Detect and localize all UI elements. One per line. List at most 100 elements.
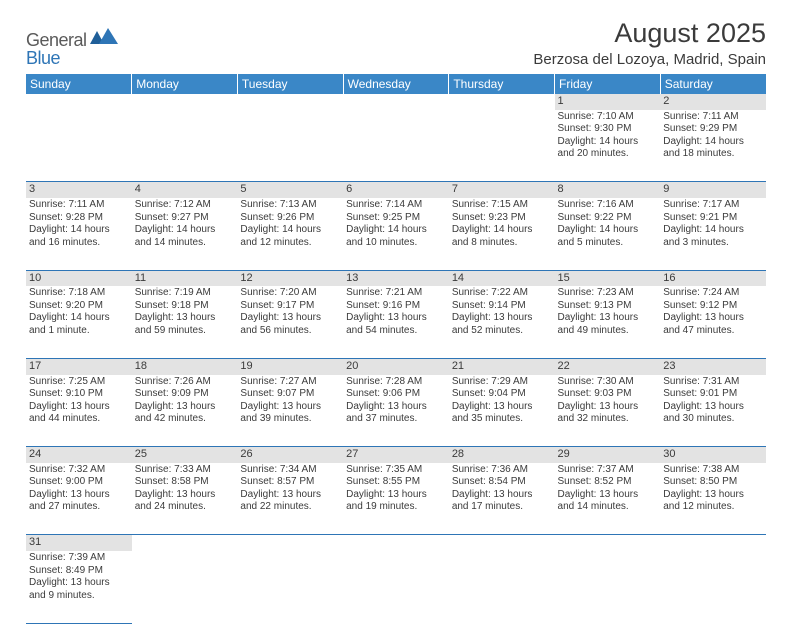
- day-detail-cell: Sunrise: 7:29 AMSunset: 9:04 PMDaylight:…: [449, 375, 555, 447]
- sunrise-text: Sunrise: 7:22 AM: [452, 287, 552, 300]
- sunset-text: Sunset: 9:29 PM: [663, 123, 763, 136]
- daylight-text-1: Daylight: 14 hours: [558, 136, 658, 149]
- sunset-text: Sunset: 8:49 PM: [29, 565, 129, 578]
- day-detail-cell: Sunrise: 7:12 AMSunset: 9:27 PMDaylight:…: [132, 198, 238, 270]
- daylight-text-1: Daylight: 13 hours: [558, 401, 658, 414]
- day-detail-cell: Sunrise: 7:33 AMSunset: 8:58 PMDaylight:…: [132, 463, 238, 535]
- day-detail-row: Sunrise: 7:11 AMSunset: 9:28 PMDaylight:…: [26, 198, 766, 270]
- sunset-text: Sunset: 8:54 PM: [452, 476, 552, 489]
- sunrise-text: Sunrise: 7:15 AM: [452, 199, 552, 212]
- daylight-text-1: Daylight: 13 hours: [452, 312, 552, 325]
- day-detail-cell: Sunrise: 7:31 AMSunset: 9:01 PMDaylight:…: [660, 375, 766, 447]
- daylight-text-2: and 47 minutes.: [663, 325, 763, 338]
- day-detail-row: Sunrise: 7:39 AMSunset: 8:49 PMDaylight:…: [26, 551, 766, 623]
- daylight-text-1: Daylight: 13 hours: [346, 401, 446, 414]
- sunset-text: Sunset: 9:04 PM: [452, 388, 552, 401]
- day-detail-cell: Sunrise: 7:17 AMSunset: 9:21 PMDaylight:…: [660, 198, 766, 270]
- day-detail-cell: Sunrise: 7:11 AMSunset: 9:29 PMDaylight:…: [660, 110, 766, 182]
- daylight-text-1: Daylight: 14 hours: [29, 224, 129, 237]
- day-detail-cell: [449, 110, 555, 182]
- day-detail-cell: [132, 110, 238, 182]
- daylight-text-2: and 14 minutes.: [135, 237, 235, 250]
- calendar-body: 12Sunrise: 7:10 AMSunset: 9:30 PMDayligh…: [26, 94, 766, 623]
- daylight-text-2: and 32 minutes.: [558, 413, 658, 426]
- day-detail-cell: Sunrise: 7:34 AMSunset: 8:57 PMDaylight:…: [237, 463, 343, 535]
- daylight-text-2: and 16 minutes.: [29, 237, 129, 250]
- day-number-row: 24252627282930: [26, 447, 766, 463]
- day-detail-cell: [132, 551, 238, 623]
- sunrise-text: Sunrise: 7:38 AM: [663, 464, 763, 477]
- calendar-table: SundayMondayTuesdayWednesdayThursdayFrid…: [26, 74, 766, 624]
- day-number-cell: 31: [26, 535, 132, 551]
- daylight-text-1: Daylight: 14 hours: [452, 224, 552, 237]
- day-detail-cell: Sunrise: 7:36 AMSunset: 8:54 PMDaylight:…: [449, 463, 555, 535]
- day-number-row: 17181920212223: [26, 358, 766, 374]
- sunset-text: Sunset: 9:18 PM: [135, 300, 235, 313]
- daylight-text-1: Daylight: 13 hours: [452, 401, 552, 414]
- day-number-cell: [449, 535, 555, 551]
- logo-text-blue: Blue: [26, 48, 60, 68]
- daylight-text-1: Daylight: 13 hours: [29, 577, 129, 590]
- sunrise-text: Sunrise: 7:31 AM: [663, 376, 763, 389]
- sunrise-text: Sunrise: 7:14 AM: [346, 199, 446, 212]
- daylight-text-2: and 9 minutes.: [29, 590, 129, 603]
- sunrise-text: Sunrise: 7:10 AM: [558, 111, 658, 124]
- day-number-cell: 25: [132, 447, 238, 463]
- daylight-text-1: Daylight: 14 hours: [663, 224, 763, 237]
- daylight-text-1: Daylight: 14 hours: [346, 224, 446, 237]
- day-detail-cell: Sunrise: 7:13 AMSunset: 9:26 PMDaylight:…: [237, 198, 343, 270]
- daylight-text-2: and 49 minutes.: [558, 325, 658, 338]
- daylight-text-2: and 39 minutes.: [240, 413, 340, 426]
- daylight-text-2: and 27 minutes.: [29, 501, 129, 514]
- day-detail-cell: [237, 110, 343, 182]
- daylight-text-2: and 42 minutes.: [135, 413, 235, 426]
- day-number-cell: 20: [343, 358, 449, 374]
- daylight-text-1: Daylight: 14 hours: [558, 224, 658, 237]
- day-number-cell: [132, 535, 238, 551]
- daylight-text-1: Daylight: 13 hours: [663, 312, 763, 325]
- sunrise-text: Sunrise: 7:37 AM: [558, 464, 658, 477]
- daylight-text-1: Daylight: 13 hours: [135, 312, 235, 325]
- sunrise-text: Sunrise: 7:26 AM: [135, 376, 235, 389]
- day-number-cell: 21: [449, 358, 555, 374]
- sunset-text: Sunset: 9:09 PM: [135, 388, 235, 401]
- day-number-cell: 29: [555, 447, 661, 463]
- daylight-text-2: and 54 minutes.: [346, 325, 446, 338]
- daylight-text-1: Daylight: 13 hours: [663, 489, 763, 502]
- daylight-text-1: Daylight: 13 hours: [452, 489, 552, 502]
- day-number-cell: [237, 94, 343, 110]
- sunset-text: Sunset: 9:25 PM: [346, 212, 446, 225]
- daylight-text-2: and 44 minutes.: [29, 413, 129, 426]
- sunrise-text: Sunrise: 7:16 AM: [558, 199, 658, 212]
- day-number-cell: 17: [26, 358, 132, 374]
- sunrise-text: Sunrise: 7:39 AM: [29, 552, 129, 565]
- sunset-text: Sunset: 9:14 PM: [452, 300, 552, 313]
- day-number-cell: [660, 535, 766, 551]
- day-number-cell: 9: [660, 182, 766, 198]
- page-header: General August 2025 Berzosa del Lozoya, …: [26, 18, 766, 68]
- day-number-cell: 7: [449, 182, 555, 198]
- day-detail-cell: Sunrise: 7:23 AMSunset: 9:13 PMDaylight:…: [555, 286, 661, 358]
- day-number-cell: 14: [449, 270, 555, 286]
- sunrise-text: Sunrise: 7:11 AM: [29, 199, 129, 212]
- daylight-text-1: Daylight: 13 hours: [29, 401, 129, 414]
- day-detail-cell: Sunrise: 7:24 AMSunset: 9:12 PMDaylight:…: [660, 286, 766, 358]
- sunrise-text: Sunrise: 7:25 AM: [29, 376, 129, 389]
- daylight-text-2: and 5 minutes.: [558, 237, 658, 250]
- daylight-text-1: Daylight: 14 hours: [663, 136, 763, 149]
- sunrise-text: Sunrise: 7:30 AM: [558, 376, 658, 389]
- daylight-text-1: Daylight: 13 hours: [240, 489, 340, 502]
- daylight-text-2: and 17 minutes.: [452, 501, 552, 514]
- daylight-text-1: Daylight: 13 hours: [240, 401, 340, 414]
- sunset-text: Sunset: 9:17 PM: [240, 300, 340, 313]
- daylight-text-2: and 52 minutes.: [452, 325, 552, 338]
- sunset-text: Sunset: 9:13 PM: [558, 300, 658, 313]
- sunrise-text: Sunrise: 7:33 AM: [135, 464, 235, 477]
- day-number-cell: 27: [343, 447, 449, 463]
- sunset-text: Sunset: 9:12 PM: [663, 300, 763, 313]
- day-number-row: 3456789: [26, 182, 766, 198]
- daylight-text-1: Daylight: 14 hours: [29, 312, 129, 325]
- daylight-text-2: and 18 minutes.: [663, 148, 763, 161]
- daylight-text-2: and 35 minutes.: [452, 413, 552, 426]
- daylight-text-1: Daylight: 14 hours: [240, 224, 340, 237]
